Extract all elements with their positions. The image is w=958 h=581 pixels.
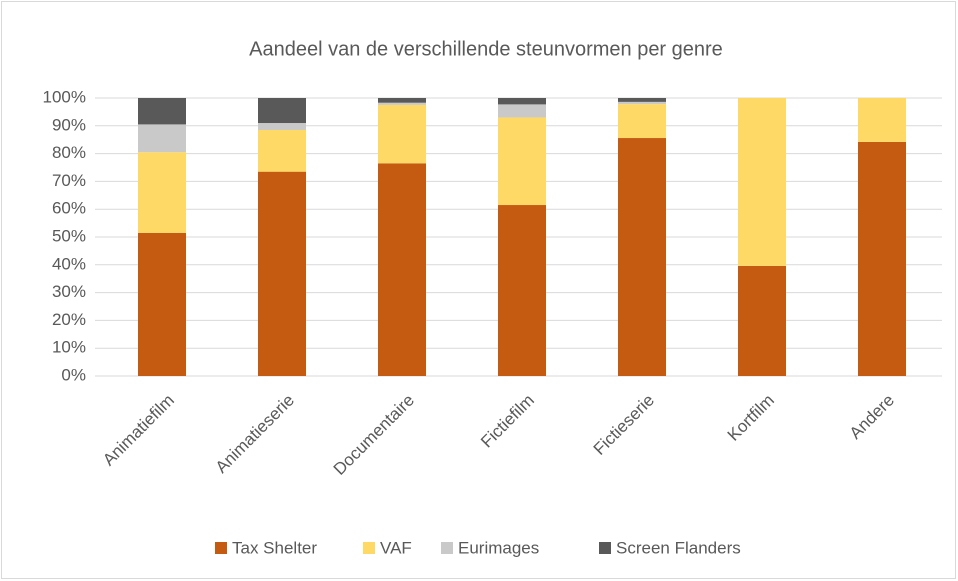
y-tick-label: 70% (52, 171, 86, 190)
legend-swatch (363, 542, 375, 554)
bar-segment (258, 129, 306, 172)
y-tick-label: 20% (52, 310, 86, 329)
legend-label: VAF (380, 538, 412, 557)
y-tick-label: 0% (61, 365, 86, 384)
y-tick-label: 50% (52, 226, 86, 245)
bar-segment (378, 163, 426, 376)
bar-segment (858, 141, 906, 376)
y-tick-label: 10% (52, 338, 86, 357)
bar-segment (378, 98, 426, 103)
bar-segment (618, 101, 666, 105)
bar-segment (498, 117, 546, 206)
bar-segment (258, 171, 306, 376)
bar-segment (138, 152, 186, 233)
y-tick-label: 60% (52, 199, 86, 218)
legend-label: Tax Shelter (232, 538, 317, 557)
bar-segment (738, 265, 786, 376)
y-tick-label: 30% (52, 282, 86, 301)
y-tick-label: 100% (43, 87, 86, 106)
legend-swatch (599, 542, 611, 554)
bar-segment (498, 205, 546, 376)
bar-segment (858, 98, 906, 142)
chart-title: Aandeel van de verschillende steunvormen… (249, 38, 723, 60)
bar-segment (618, 138, 666, 376)
legend-label: Eurimages (458, 538, 539, 557)
bar-segment (138, 124, 186, 153)
legend-label: Screen Flanders (616, 538, 741, 557)
bar-segment (498, 98, 546, 105)
bar-segment (138, 98, 186, 125)
legend-swatch (441, 542, 453, 554)
bar-segment (258, 123, 306, 130)
bar-segment (618, 98, 666, 102)
bar-segment (738, 98, 786, 266)
bar-segment (498, 104, 546, 118)
y-tick-label: 40% (52, 254, 86, 273)
bar-segment (378, 104, 426, 164)
bar-segment (258, 98, 306, 124)
y-tick-label: 90% (52, 115, 86, 134)
bar-segment (618, 104, 666, 139)
bar-segment (378, 102, 426, 105)
bar-segment (138, 232, 186, 376)
legend-swatch (215, 542, 227, 554)
y-tick-label: 80% (52, 143, 86, 162)
